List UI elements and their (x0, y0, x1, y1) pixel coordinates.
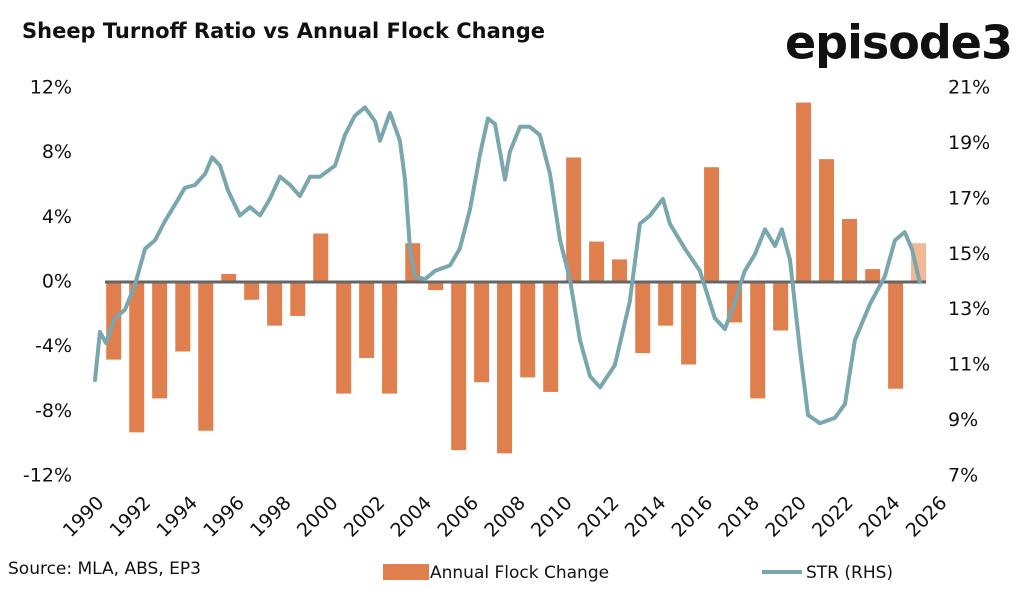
legend-label: STR (RHS) (806, 563, 893, 583)
bar (819, 159, 835, 282)
source-note: Source: MLA, ABS, EP3 (8, 559, 201, 579)
bar (290, 282, 306, 316)
bar (612, 259, 628, 282)
x-tick-label: 2012 (574, 492, 624, 542)
bar (474, 282, 490, 383)
bar (773, 282, 789, 331)
x-tick-label: 2006 (433, 492, 483, 542)
y2-tick-label: 15% (948, 243, 990, 265)
bar (175, 282, 191, 352)
bar (750, 282, 766, 399)
y2-tick-label: 11% (948, 354, 990, 376)
bar (796, 102, 812, 282)
bar (267, 282, 283, 326)
bar (681, 282, 697, 365)
y-tick-label: 12% (30, 77, 72, 99)
bar (221, 273, 237, 282)
y-tick-label: 8% (42, 141, 72, 163)
bar (865, 269, 881, 282)
x-tick-label: 2008 (480, 492, 530, 542)
x-tick-label: 2004 (387, 492, 437, 542)
y2-tick-label: 19% (948, 132, 990, 154)
y-tick-label: 0% (42, 271, 72, 293)
x-tick-label: 2002 (340, 492, 390, 542)
bar (428, 282, 444, 291)
y2-tick-label: 13% (948, 298, 990, 320)
bar (129, 282, 145, 433)
x-tick-label: 2014 (621, 492, 671, 542)
y-tick-label: -4% (35, 335, 72, 357)
x-tick-label: 2024 (855, 492, 905, 542)
legend-swatch (383, 564, 429, 580)
legend-label: Annual Flock Change (430, 563, 609, 583)
x-tick-label: 1996 (199, 492, 249, 542)
y-tick-label: 4% (42, 206, 72, 228)
x-tick-label: 1990 (59, 492, 109, 542)
bar (635, 282, 651, 354)
y2-tick-label: 7% (948, 465, 978, 487)
x-tick-label: 2020 (761, 492, 811, 542)
bar (451, 282, 467, 451)
bar (336, 282, 352, 394)
bar (313, 233, 329, 282)
bar (497, 282, 513, 454)
x-tick-label: 1998 (246, 492, 296, 542)
x-tick-label: 2026 (902, 492, 952, 542)
bar (841, 218, 857, 282)
y2-tick-label: 9% (948, 409, 978, 431)
line (93, 105, 922, 426)
y-tick-label: -8% (35, 400, 72, 422)
bar (198, 282, 214, 431)
x-tick-label: 2000 (293, 492, 343, 542)
chart-title: Sheep Turnoff Ratio vs Annual Flock Chan… (22, 19, 545, 43)
y2-tick-label: 21% (948, 77, 990, 99)
y-tick-label: -12% (23, 465, 72, 487)
x-tick-label: 2022 (808, 492, 858, 542)
x-tick-label: 1992 (106, 492, 156, 542)
bar (359, 282, 375, 358)
brand-logo: episode3 (785, 16, 1012, 70)
bar (152, 282, 168, 399)
bar (658, 282, 674, 326)
bar (589, 241, 605, 282)
bar (244, 282, 260, 300)
bar (382, 282, 398, 394)
bar (566, 157, 582, 282)
bar (888, 282, 904, 389)
bar (543, 282, 559, 392)
y2-tick-label: 17% (948, 187, 990, 209)
x-tick-label: 2016 (668, 492, 718, 542)
x-tick-label: 2010 (527, 492, 577, 542)
x-tick-label: 2018 (714, 492, 764, 542)
x-tick-label: 1994 (152, 492, 202, 542)
bar (704, 167, 720, 282)
bar (520, 282, 536, 378)
